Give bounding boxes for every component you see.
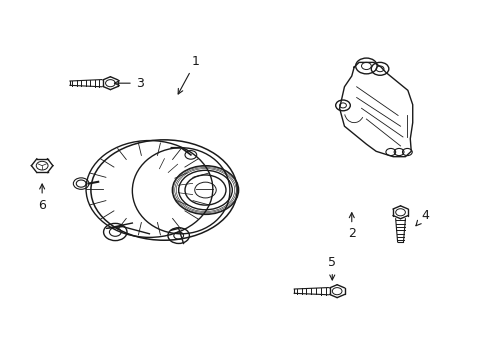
Text: 2: 2: [347, 213, 355, 240]
Text: 5: 5: [327, 256, 336, 280]
Text: 1: 1: [178, 55, 199, 94]
Text: 3: 3: [114, 77, 143, 90]
Text: 6: 6: [38, 184, 46, 212]
Text: 4: 4: [415, 210, 428, 226]
